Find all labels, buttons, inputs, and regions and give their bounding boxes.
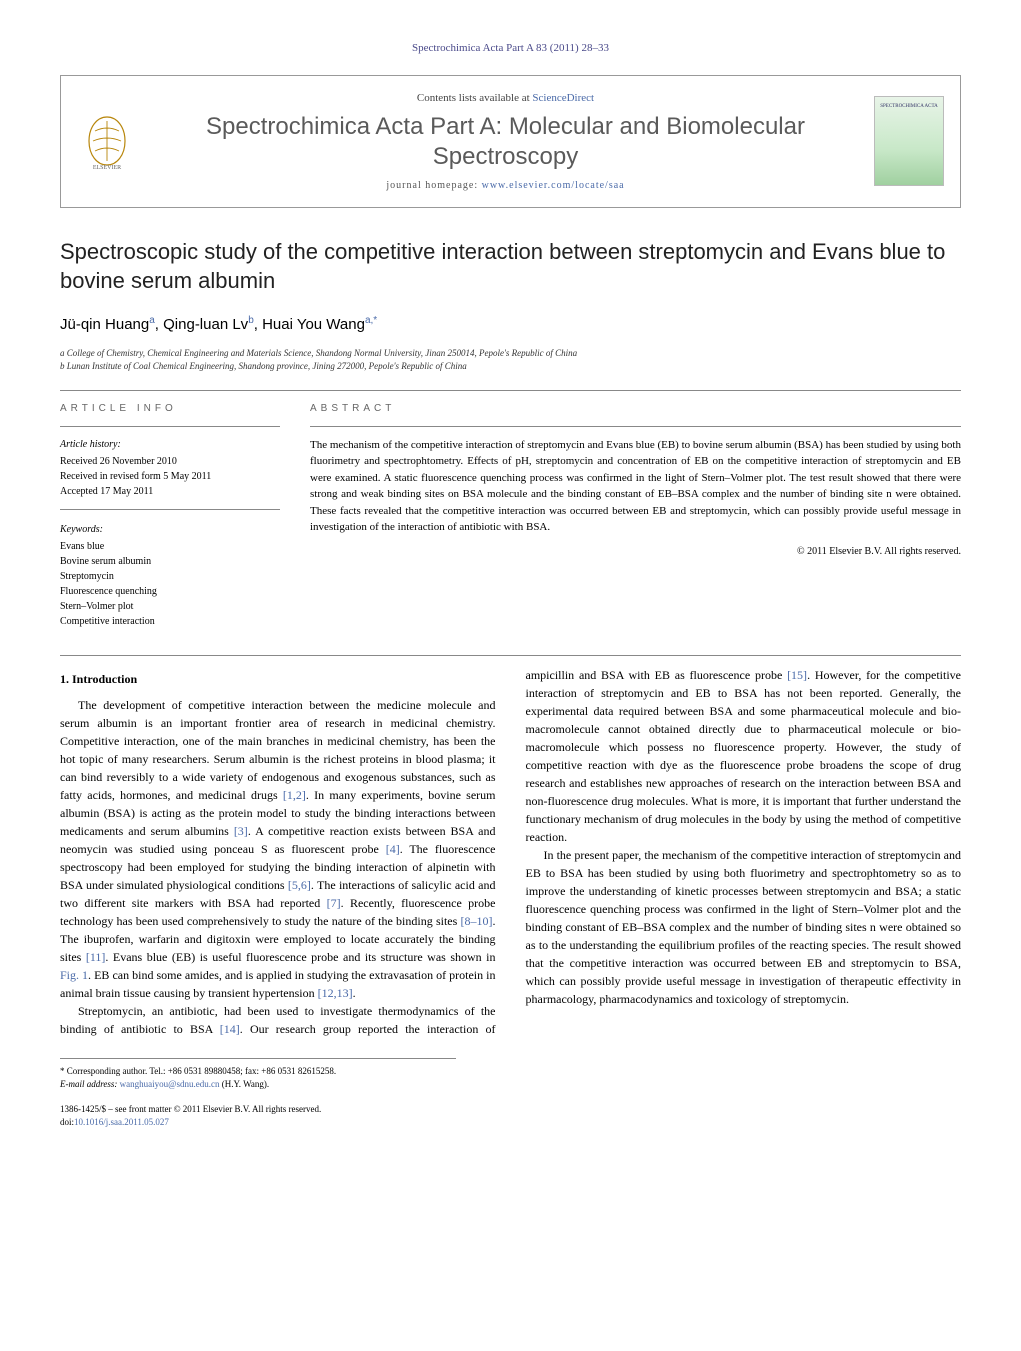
affiliations: a College of Chemistry, Chemical Enginee… (60, 347, 961, 374)
cover-label: SPECTROCHIMICA ACTA (880, 104, 938, 109)
article-info-column: article info Article history: Received 2… (60, 401, 280, 629)
corr-email-link[interactable]: wanghuaiyou@sdnu.edu.cn (120, 1079, 220, 1089)
abstract-text: The mechanism of the competitive interac… (310, 437, 961, 536)
contents-prefix: Contents lists available at (417, 92, 532, 104)
article-history-head: Article history: (60, 437, 280, 452)
history-accepted: Accepted 17 May 2011 (60, 484, 280, 499)
journal-title: Spectrochimica Acta Part A: Molecular an… (151, 112, 860, 172)
doi-link[interactable]: 10.1016/j.saa.2011.05.027 (74, 1117, 169, 1127)
keyword-item: Stern–Volmer plot (60, 599, 280, 614)
section-1-heading: 1. Introduction (60, 670, 496, 688)
issn-line: 1386-1425/$ – see front matter © 2011 El… (60, 1103, 961, 1116)
article-info-heading: article info (60, 401, 280, 416)
keywords-head: Keywords: (60, 522, 280, 537)
body-paragraph: The development of competitive interacti… (60, 696, 496, 1002)
affiliation-a: a College of Chemistry, Chemical Enginee… (60, 347, 961, 361)
abstract-divider (310, 426, 961, 427)
homepage-prefix: journal homepage: (386, 180, 481, 191)
divider-bottom (60, 655, 961, 656)
info-divider-2 (60, 509, 280, 510)
article-title: Spectroscopic study of the competitive i… (60, 238, 961, 295)
abstract-heading: abstract (310, 401, 961, 416)
keyword-item: Competitive interaction (60, 614, 280, 629)
journal-cover-thumbnail: SPECTROCHIMICA ACTA (874, 96, 944, 186)
journal-homepage-line: journal homepage: www.elsevier.com/locat… (151, 178, 860, 193)
corr-author-line: * Corresponding author. Tel.: +86 0531 8… (60, 1065, 456, 1078)
email-label: E-mail address: (60, 1079, 117, 1089)
info-divider-1 (60, 426, 280, 427)
keyword-item: Evans blue (60, 539, 280, 554)
journal-homepage-link[interactable]: www.elsevier.com/locate/saa (482, 180, 625, 191)
doi-prefix: doi: (60, 1117, 74, 1127)
doi-line: doi:10.1016/j.saa.2011.05.027 (60, 1116, 961, 1129)
running-header: Spectrochimica Acta Part A 83 (2011) 28–… (60, 40, 961, 57)
keyword-item: Streptomycin (60, 569, 280, 584)
masthead-center: Contents lists available at ScienceDirec… (151, 90, 860, 194)
sciencedirect-link[interactable]: ScienceDirect (532, 92, 594, 104)
history-revised: Received in revised form 5 May 2011 (60, 469, 280, 484)
keyword-item: Bovine serum albumin (60, 554, 280, 569)
contents-line: Contents lists available at ScienceDirec… (151, 90, 860, 107)
email-suffix: (H.Y. Wang). (219, 1079, 269, 1089)
divider-top (60, 390, 961, 391)
doi-block: 1386-1425/$ – see front matter © 2011 El… (60, 1103, 961, 1129)
abstract-column: abstract The mechanism of the competitiv… (310, 401, 961, 629)
keywords-block: Keywords: Evans blue Bovine serum albumi… (60, 522, 280, 629)
article-body: 1. Introduction The development of compe… (60, 666, 961, 1038)
corr-email-line: E-mail address: wanghuaiyou@sdnu.edu.cn … (60, 1078, 456, 1091)
history-received: Received 26 November 2010 (60, 454, 280, 469)
elsevier-logo: ELSEVIER (77, 111, 137, 171)
body-paragraph: In the present paper, the mechanism of t… (526, 846, 962, 1008)
abstract-copyright: © 2011 Elsevier B.V. All rights reserved… (310, 544, 961, 559)
keyword-item: Fluorescence quenching (60, 584, 280, 599)
affiliation-b: b Lunan Institute of Coal Chemical Engin… (60, 360, 961, 374)
svg-text:ELSEVIER: ELSEVIER (93, 165, 121, 171)
journal-masthead: ELSEVIER Contents lists available at Sci… (60, 75, 961, 209)
info-abstract-row: article info Article history: Received 2… (60, 401, 961, 629)
author-list: Jü-qin Huanga, Qing-luan Lvb, Huai You W… (60, 313, 961, 337)
corresponding-author-footer: * Corresponding author. Tel.: +86 0531 8… (60, 1058, 456, 1091)
